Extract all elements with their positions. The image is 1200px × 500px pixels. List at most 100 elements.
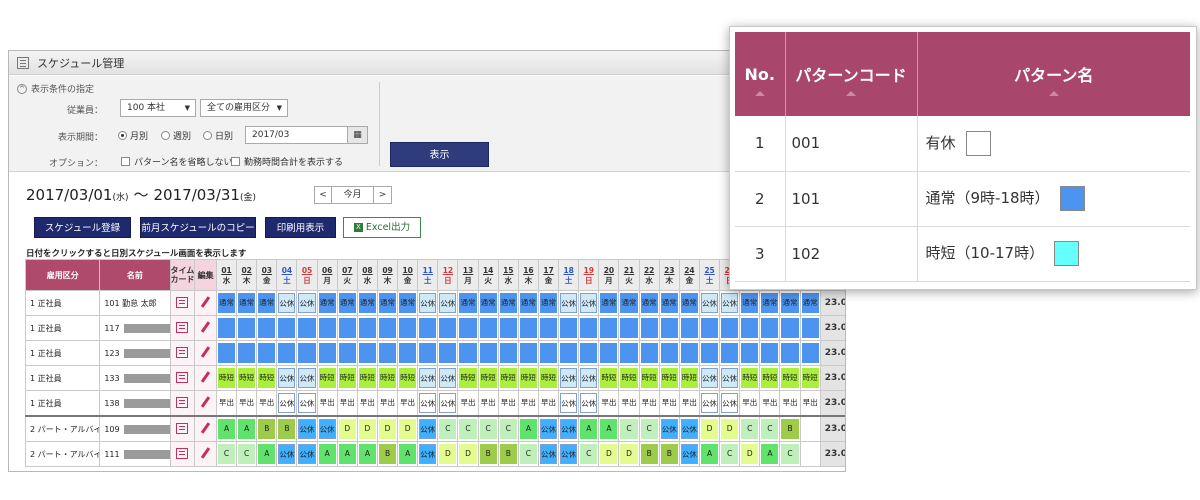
day-cell[interactable]: 時短 (316, 365, 338, 391)
day-cell[interactable]: 早出 (658, 390, 680, 417)
day-cell[interactable]: C (517, 441, 539, 467)
day-cell[interactable]: D (598, 441, 620, 467)
day-cell[interactable]: A (256, 441, 278, 467)
day-cell[interactable]: 通常 (598, 290, 620, 316)
day-cell[interactable] (578, 315, 600, 341)
day-header[interactable]: 14 火 (477, 259, 499, 291)
day-cell[interactable]: A (215, 415, 238, 442)
period-radio-monthly[interactable]: 月別 (118, 129, 148, 142)
day-cell[interactable]: 公休 (719, 390, 741, 417)
day-cell[interactable]: 公休 (276, 365, 298, 391)
day-header[interactable]: 08 水 (356, 259, 378, 291)
day-cell[interactable] (517, 315, 539, 341)
day-cell[interactable]: 時短 (517, 365, 539, 391)
day-cell[interactable] (739, 340, 761, 366)
day-cell[interactable]: 早出 (759, 390, 781, 417)
day-cell[interactable]: 公休 (558, 415, 580, 442)
day-cell[interactable] (598, 315, 620, 341)
pattern-row[interactable]: 3 102 時短（10-17時） (735, 226, 1190, 282)
day-header[interactable]: 17 金 (537, 259, 560, 291)
day-cell[interactable]: D (437, 441, 459, 467)
day-cell[interactable] (497, 340, 519, 366)
edit-cell[interactable] (194, 315, 217, 341)
day-cell[interactable] (417, 340, 439, 366)
day-header[interactable]: 07 火 (336, 259, 358, 291)
day-cell[interactable]: A (578, 415, 600, 442)
day-cell[interactable]: A (336, 441, 358, 467)
day-cell[interactable]: D (618, 441, 640, 467)
day-cell[interactable]: C (497, 415, 519, 442)
day-header[interactable]: 21 火 (618, 259, 640, 291)
day-header[interactable]: 01 水 (215, 259, 238, 291)
chevron-up-icon[interactable]: ^ (17, 83, 27, 94)
day-cell[interactable]: A (759, 441, 781, 467)
next-month-button[interactable]: > (374, 186, 392, 204)
day-cell[interactable]: 公休 (698, 290, 721, 316)
day-cell[interactable]: 通常 (618, 290, 640, 316)
day-cell[interactable]: 時短 (618, 365, 640, 391)
day-cell[interactable]: A (236, 415, 258, 442)
day-cell[interactable]: 早出 (397, 390, 419, 417)
copy-prev-month-button[interactable]: 前月スケジュールのコピー (140, 217, 256, 238)
day-cell[interactable] (316, 340, 338, 366)
day-cell[interactable]: 公休 (316, 415, 338, 442)
day-cell[interactable]: 時短 (376, 365, 399, 391)
day-cell[interactable]: 早出 (598, 390, 620, 417)
day-cell[interactable]: 時短 (598, 365, 620, 391)
prev-month-button[interactable]: < (314, 186, 332, 204)
day-cell[interactable] (678, 315, 700, 341)
day-cell[interactable]: 通常 (799, 290, 821, 316)
day-cell[interactable] (457, 315, 479, 341)
day-cell[interactable] (437, 315, 459, 341)
day-header[interactable]: 22 水 (638, 259, 660, 291)
day-cell[interactable] (356, 315, 378, 341)
day-cell[interactable]: 公休 (678, 441, 700, 467)
excel-export-button[interactable]: X Excel出力 (343, 217, 421, 238)
day-cell[interactable]: A (397, 441, 419, 467)
day-cell[interactable]: 公休 (296, 441, 318, 467)
edit-cell[interactable] (194, 340, 217, 366)
day-cell[interactable] (658, 315, 680, 341)
day-cell[interactable]: 公休 (537, 415, 560, 442)
day-cell[interactable]: C (618, 415, 640, 442)
day-cell[interactable]: 早出 (739, 390, 761, 417)
edit-cell[interactable] (194, 390, 217, 417)
day-cell[interactable]: 時短 (336, 365, 358, 391)
day-cell[interactable]: 公休 (417, 290, 439, 316)
day-cell[interactable]: D (336, 415, 358, 442)
col-name-header[interactable]: パターン名 (917, 32, 1190, 116)
day-cell[interactable] (558, 340, 580, 366)
day-cell[interactable] (779, 315, 801, 341)
day-header[interactable]: 24 金 (678, 259, 700, 291)
date-input[interactable]: 2017/03 (245, 126, 349, 144)
day-cell[interactable]: 公休 (276, 441, 298, 467)
day-cell[interactable] (739, 315, 761, 341)
day-cell[interactable]: 公休 (578, 390, 600, 417)
day-cell[interactable]: 早出 (517, 390, 539, 417)
day-cell[interactable]: B (376, 441, 399, 467)
day-cell[interactable]: 早出 (236, 390, 258, 417)
day-cell[interactable]: B (276, 415, 298, 442)
day-cell[interactable] (316, 315, 338, 341)
day-cell[interactable]: 公休 (296, 290, 318, 316)
day-cell[interactable] (558, 315, 580, 341)
edit-cell[interactable] (194, 441, 217, 467)
day-cell[interactable] (276, 340, 298, 366)
day-cell[interactable]: 早出 (336, 390, 358, 417)
day-cell[interactable] (779, 340, 801, 366)
day-cell[interactable]: 通常 (215, 290, 238, 316)
day-header[interactable]: 18 土 (558, 259, 580, 291)
day-cell[interactable]: 早出 (779, 390, 801, 417)
day-cell[interactable] (537, 340, 560, 366)
day-cell[interactable]: D (698, 415, 721, 442)
day-cell[interactable]: D (739, 441, 761, 467)
day-cell[interactable]: 公休 (437, 365, 459, 391)
day-cell[interactable]: 公休 (276, 290, 298, 316)
day-cell[interactable] (759, 340, 781, 366)
day-header[interactable]: 05 日 (296, 259, 318, 291)
day-cell[interactable]: 通常 (658, 290, 680, 316)
day-header[interactable]: 15 水 (497, 259, 519, 291)
day-cell[interactable]: 早出 (678, 390, 700, 417)
day-cell[interactable]: 通常 (397, 290, 419, 316)
day-header[interactable]: 23 木 (658, 259, 680, 291)
